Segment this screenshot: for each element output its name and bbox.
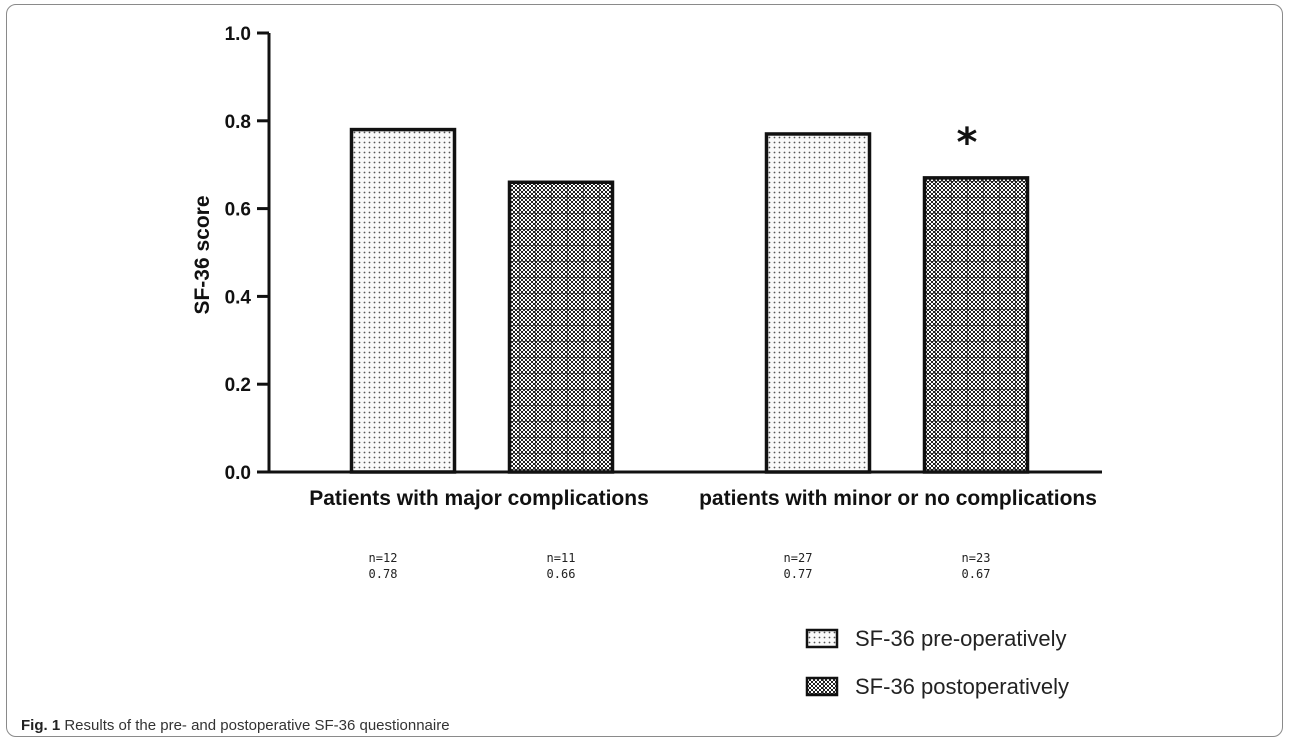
figure-frame: 0.0 0.2 0.4 0.6 0.8 1.0 Patients with major c…	[6, 4, 1283, 737]
bar-post-0	[507, 180, 615, 474]
y-tick-label: 0.6	[225, 200, 251, 221]
bar-pre-0	[349, 127, 457, 474]
caption-text: Results of the pre- and postoperative SF…	[64, 717, 450, 734]
legend: SF-36 pre-operatively SF-36 postoperativ…	[805, 626, 1069, 699]
y-tick-label: 1.0	[225, 24, 251, 45]
bar-note: n=27	[784, 551, 813, 565]
category-label: patients with minor or no complications	[699, 487, 1097, 510]
figure-caption: Fig. 1 Results of the pre- and postopera…	[21, 717, 450, 734]
bar-note: n=11	[547, 551, 576, 565]
bar-note: 0.66	[547, 567, 576, 581]
legend-label-post: SF-36 postoperatively	[855, 674, 1069, 699]
y-tick-label: 0.4	[225, 287, 252, 308]
y-tick-label: 0.8	[225, 112, 251, 133]
legend-swatch-pre	[805, 628, 839, 649]
bar-chart: 0.0 0.2 0.4 0.6 0.8 1.0 Patients with major c…	[191, 24, 1102, 699]
y-axis-title: SF-36 score	[191, 195, 214, 314]
bar-note: 0.67	[962, 567, 991, 581]
bar-note: n=12	[369, 551, 398, 565]
significance-annotation: *	[957, 120, 978, 166]
bar-post-1	[922, 176, 1030, 474]
legend-label-pre: SF-36 pre-operatively	[855, 626, 1067, 651]
bar-note: 0.78	[369, 567, 398, 581]
bar-note: n=23	[962, 551, 991, 565]
bar-note: 0.77	[784, 567, 813, 581]
y-tick-label: 0.2	[225, 375, 251, 396]
y-tick-label: 0.0	[225, 463, 251, 484]
category-label: Patients with major complications	[309, 487, 649, 510]
bar-pre-1	[764, 132, 872, 474]
caption-label: Fig. 1	[21, 717, 61, 734]
legend-swatch-post	[805, 676, 839, 697]
